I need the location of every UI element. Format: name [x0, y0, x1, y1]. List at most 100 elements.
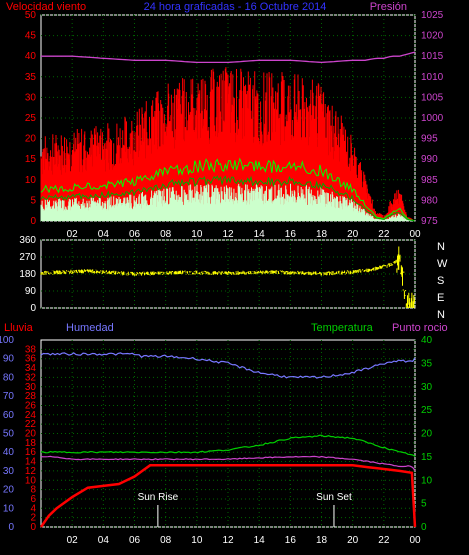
rain-title: Lluvia	[4, 322, 34, 334]
chart-title: 24 hora graficadas - 16 Octubre 2014	[144, 1, 327, 13]
wind-tick-label: 45	[25, 31, 37, 42]
direction-letter: E	[437, 292, 444, 304]
rain-tick-label: 20	[3, 485, 15, 496]
humidity-tick-label: 22	[25, 419, 37, 430]
rain-tick-label: 10	[3, 503, 15, 514]
direction-tick-label: 270	[19, 252, 36, 263]
humidity-tick-label: 20	[25, 429, 37, 440]
panel1-x-tick-label: 16	[285, 229, 297, 240]
humidity-tick-label: 32	[25, 372, 37, 383]
humidity-tick-label: 14	[25, 457, 37, 468]
panel3-x-tick-label: 04	[98, 535, 110, 546]
wind-tick-label: 0	[30, 216, 36, 227]
panel1-x-tick-label: 08	[160, 229, 172, 240]
humidity-tick-label: 34	[25, 363, 37, 374]
pressure-tick-label: 995	[421, 134, 438, 145]
panel3-x-tick-label: 16	[285, 535, 297, 546]
temperature-tick-label: 0	[421, 522, 427, 533]
direction-letter: N	[437, 241, 445, 253]
panel1-x-tick-label: 18	[316, 229, 328, 240]
wind-tick-label: 50	[25, 10, 37, 21]
panel1-series	[40, 51, 416, 222]
humidity-tick-label: 18	[25, 438, 37, 449]
humidity-tick-label: 24	[25, 410, 37, 421]
pressure-title: Presión	[370, 1, 407, 13]
rain-tick-label: 100	[0, 335, 14, 346]
pressure-tick-label: 990	[421, 154, 438, 165]
panel2-series	[40, 246, 416, 308]
rain-tick-label: 40	[3, 447, 15, 458]
humidity-tick-label: 16	[25, 447, 37, 458]
panel3-x-tick-label: 14	[254, 535, 266, 546]
sun-marker-label: Sun Set	[316, 492, 352, 503]
temperature-tick-label: 35	[421, 358, 433, 369]
panel3-x-ticks: 02 04 06 08 10 12 14 16 18 20 22 00	[67, 535, 421, 546]
temperature-tick-label: 30	[421, 382, 433, 393]
humidity-tick-label: 10	[25, 475, 37, 486]
panel3-x-tick-label: 20	[347, 535, 359, 546]
humidity-tick-label: 4	[30, 503, 36, 514]
panel3-markers: Sun Rise Sun Set	[138, 492, 352, 527]
panel3-x-tick-label: 08	[160, 535, 172, 546]
panel1-x-tick-label: 22	[378, 229, 390, 240]
temperature-tick-label: 25	[421, 405, 433, 416]
dewpoint-line	[40, 455, 416, 471]
panel1-right-ticks: 975 980 985 990 995 1000 1005 1010 1015 1020 1025	[421, 10, 444, 227]
rain-tick-label: 50	[3, 429, 15, 440]
pressure-line	[41, 51, 416, 64]
dewpoint-title: Punto rocio	[392, 322, 448, 334]
wind-tick-label: 20	[25, 134, 37, 145]
panel3-x-tick-label: 12	[222, 535, 234, 546]
panel1-x-tick-label: 00	[409, 229, 421, 240]
panel3-x-tick-label: 02	[67, 535, 79, 546]
pressure-tick-label: 1005	[421, 92, 444, 103]
humidity-tick-label: 30	[25, 382, 37, 393]
direction-tick-label: 0	[30, 303, 36, 314]
panel3-series	[39, 352, 417, 528]
rain-tick-label: 70	[3, 391, 15, 402]
pressure-tick-label: 985	[421, 175, 438, 186]
wind-tick-label: 25	[25, 113, 37, 124]
wind-tick-label: 35	[25, 72, 37, 83]
panel3-temp-ticks: 0 5 10 15 20 25 30 35 40	[421, 335, 433, 533]
humidity-tick-label: 6	[30, 494, 36, 505]
humidity-tick-label: 2	[30, 513, 36, 524]
humidity-tick-label: 26	[25, 400, 37, 411]
temperature-tick-label: 10	[421, 475, 433, 486]
rain-tick-label: 0	[8, 522, 14, 533]
humidity-tick-label: 0	[30, 522, 36, 533]
pressure-tick-label: 1000	[421, 113, 444, 124]
panel1-x-tick-label: 04	[98, 229, 110, 240]
temperature-line	[40, 434, 416, 457]
panel3-x-tick-label: 10	[191, 535, 203, 546]
panel2-grid	[41, 239, 416, 309]
temperature-title: Temperatura	[311, 322, 374, 334]
panel1-x-tick-label: 20	[347, 229, 359, 240]
panel1-x-ticks: 02 04 06 08 10 12 14 16 18 20 22 00	[67, 229, 421, 240]
panel1-x-tick-label: 14	[254, 229, 266, 240]
rain-tick-label: 80	[3, 372, 15, 383]
wind-tick-label: 15	[25, 154, 37, 165]
temperature-tick-label: 40	[421, 335, 433, 346]
rain-tick-label: 60	[3, 410, 15, 421]
humidity-tick-label: 8	[30, 485, 36, 496]
direction-tick-label: 360	[19, 235, 36, 246]
direction-letter: W	[437, 258, 448, 270]
panel2-y-ticks: 0 90 180 270 360	[19, 235, 36, 314]
wind-tick-label: 30	[25, 92, 37, 103]
panel1-x-tick-label: 12	[222, 229, 234, 240]
pressure-tick-label: 1015	[421, 51, 444, 62]
panel1-x-tick-label: 06	[129, 229, 141, 240]
pressure-tick-label: 1020	[421, 31, 444, 42]
sun-marker-label: Sun Rise	[138, 492, 179, 503]
temperature-tick-label: 5	[421, 499, 427, 510]
panel1-left-ticks: 0 5 10 15 20 25 30 35 40 45 50	[25, 10, 37, 227]
wind-lull-line	[40, 175, 415, 222]
temperature-tick-label: 20	[421, 429, 433, 440]
humidity-line	[40, 352, 416, 379]
